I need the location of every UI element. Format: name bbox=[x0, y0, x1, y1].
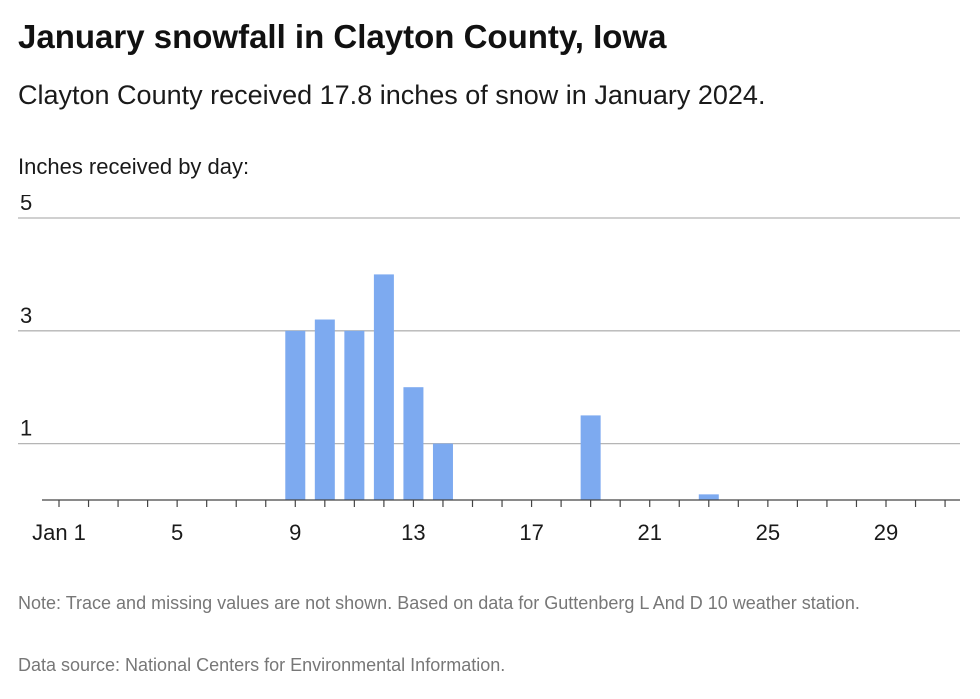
x-tick-label-5: 5 bbox=[171, 520, 183, 545]
bar-day-19 bbox=[580, 415, 601, 500]
gridlines bbox=[18, 217, 960, 445]
y-tick-label-3: 3 bbox=[20, 303, 32, 328]
bar-day-11 bbox=[344, 330, 365, 500]
x-tick-label-13: 13 bbox=[401, 520, 425, 545]
y-tick-label-1: 1 bbox=[20, 416, 32, 441]
data-source: Data source: National Centers for Enviro… bbox=[18, 655, 506, 675]
snowfall-bar-chart: 135 Jan 1 5 9 13 17 21 25 29 bbox=[18, 195, 960, 545]
bar-day-9 bbox=[285, 330, 306, 500]
chart-note: Note: Trace and missing values are not s… bbox=[18, 593, 860, 613]
y-axis-label: Inches received by day: bbox=[18, 154, 250, 179]
x-axis: Jan 1 5 9 13 17 21 25 29 bbox=[32, 499, 960, 545]
x-tick-label-1: Jan 1 bbox=[32, 520, 86, 545]
bar-day-10 bbox=[314, 319, 335, 500]
bar-day-14 bbox=[432, 443, 453, 500]
bar-day-23 bbox=[698, 494, 719, 500]
x-tick-label-21: 21 bbox=[637, 520, 661, 545]
chart-title: January snowfall in Clayton County, Iowa bbox=[18, 18, 667, 55]
x-tick-label-9: 9 bbox=[289, 520, 301, 545]
chart-subtitle: Clayton County received 17.8 inches of s… bbox=[18, 80, 766, 110]
x-tick-label-29: 29 bbox=[874, 520, 898, 545]
x-tick-label-25: 25 bbox=[756, 520, 780, 545]
y-tick-labels: 1 3 5 bbox=[20, 195, 32, 441]
x-tick-label-17: 17 bbox=[519, 520, 543, 545]
y-tick-label-5: 5 bbox=[20, 195, 32, 215]
bars bbox=[285, 274, 719, 500]
bar-day-13 bbox=[403, 387, 424, 500]
bar-day-12 bbox=[373, 274, 394, 500]
